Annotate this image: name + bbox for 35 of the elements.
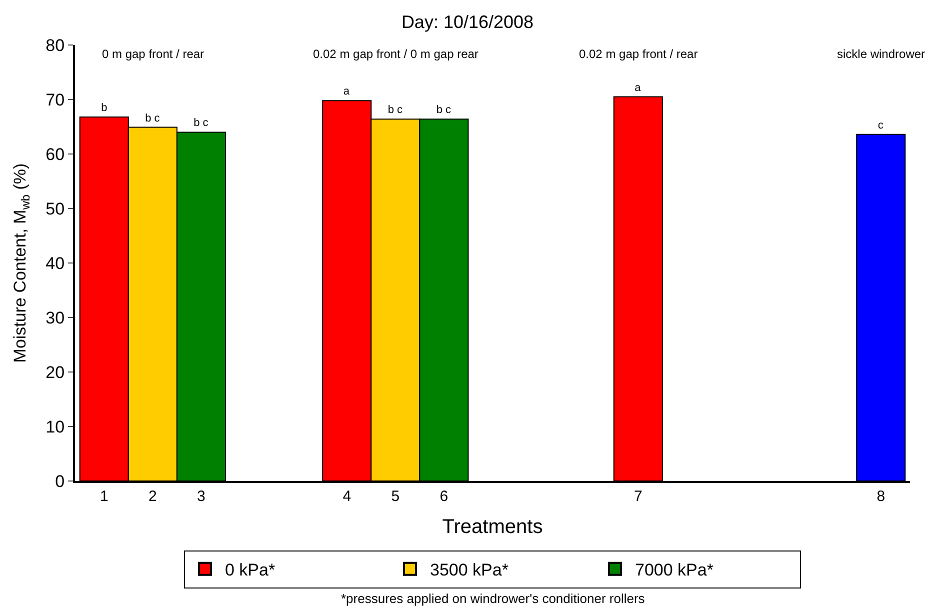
x-tick-label: 6 — [440, 488, 448, 505]
x-tick-label: 5 — [391, 488, 400, 505]
x-tick-label: 4 — [342, 488, 352, 505]
annotation: 0 m gap front / rear — [102, 47, 204, 61]
y-tick-label: 50 — [46, 199, 65, 218]
y-tick-label: 40 — [46, 254, 65, 273]
chart-title: Day: 10/16/2008 — [401, 12, 534, 32]
legend-label: 3500 kPa* — [430, 560, 509, 580]
y-tick-label: 30 — [46, 308, 65, 328]
y-tick-label: 20 — [46, 362, 65, 382]
x-tick-label: 8 — [876, 488, 886, 505]
data-label: a — [634, 82, 642, 94]
annotation: 0.02 m gap front / rear — [579, 47, 698, 61]
y-tick-label: 10 — [46, 417, 65, 436]
legend-label: 0 kPa* — [225, 560, 276, 580]
annotation: sickle windrower — [837, 47, 926, 61]
annotation: 0.02 m gap front / 0 m gap rear — [313, 47, 478, 61]
y-tick-label: 70 — [46, 90, 65, 110]
data-label: a — [343, 86, 350, 98]
data-label: c — [878, 119, 884, 132]
data-label: b c — [436, 104, 452, 116]
y-tick-label: 80 — [46, 36, 65, 55]
legend-label: 7000 kPa* — [635, 560, 714, 580]
text: *pressures applied on windrower's conditioner rollers — [341, 591, 646, 606]
data-label: b c — [145, 112, 160, 124]
x-axis-title: Treatments — [442, 516, 543, 538]
y-tick-label: 60 — [46, 144, 65, 164]
x-tick-label: 1 — [100, 488, 108, 505]
data-label: b c — [194, 117, 209, 130]
y-tick-label: 0 — [55, 472, 65, 491]
data-label: b — [101, 102, 108, 114]
x-tick-label: 3 — [197, 488, 206, 505]
data-label: b c — [388, 104, 403, 116]
x-tick-label: 2 — [148, 488, 157, 505]
x-tick-label: 7 — [634, 488, 642, 505]
